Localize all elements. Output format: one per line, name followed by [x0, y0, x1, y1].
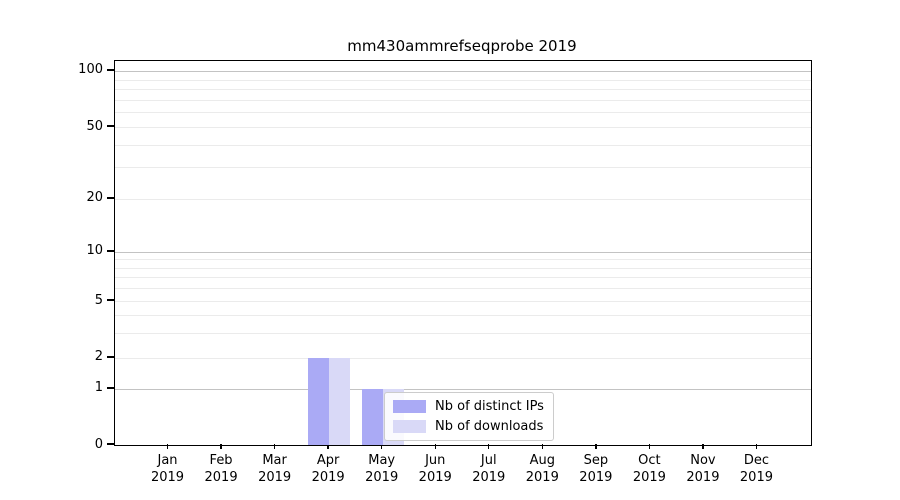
x-tick-mark-jul: [488, 444, 490, 449]
x-tick-label-aug: Aug 2019: [525, 453, 559, 485]
gridline-minor-30: [115, 167, 811, 169]
x-tick-label-dec: Dec 2019: [739, 453, 773, 485]
y-tick-label-10: 10: [86, 243, 103, 259]
gridline-minor-60: [115, 112, 811, 114]
gridline-minor-2: [115, 357, 811, 359]
legend-swatch-distinct-ips-icon: [393, 400, 426, 413]
y-tick-mark-2: [107, 356, 114, 358]
y-tick-mark-20: [107, 197, 114, 199]
y-tick-mark-50: [107, 125, 114, 127]
x-tick-label-jan: Jan 2019: [150, 453, 185, 485]
bar-nb-of-distinct-ips-may: [361, 388, 383, 445]
x-tick-mark-nov: [702, 444, 704, 449]
gridline-minor-6: [115, 288, 811, 290]
legend-swatch-downloads-icon: [393, 420, 426, 433]
gridline-minor-20: [115, 198, 811, 200]
x-tick-mark-oct: [648, 444, 651, 449]
y-tick-mark-10: [107, 250, 114, 252]
x-tick-label-mar: Mar 2019: [258, 453, 292, 485]
x-tick-mark-mar: [273, 444, 276, 449]
gridline-minor-9: [115, 259, 811, 261]
bar-nb-of-downloads-apr: [329, 357, 351, 445]
plot-area: [114, 60, 812, 446]
gridline-minor-7: [115, 277, 811, 279]
x-tick-label-nov: Nov 2019: [686, 453, 720, 485]
y-tick-label-2: 2: [94, 349, 103, 365]
legend: Nb of distinct IPs Nb of downloads: [384, 392, 554, 441]
x-tick-mark-feb: [220, 444, 222, 449]
y-tick-label-50: 50: [86, 118, 103, 134]
gridline-minor-90: [115, 79, 811, 81]
x-tick-label-feb: Feb 2019: [204, 453, 238, 485]
gridline-minor-4: [115, 314, 811, 316]
x-tick-mark-apr: [327, 444, 329, 449]
x-tick-label-may: May 2019: [365, 453, 399, 485]
y-tick-mark-1: [107, 387, 114, 389]
x-tick-label-sep: Sep 2019: [579, 453, 613, 485]
gridline-major-100: [115, 70, 811, 72]
gridline-minor-40: [115, 144, 811, 146]
x-tick-mark-jan: [166, 444, 169, 449]
x-tick-mark-dec: [755, 444, 758, 449]
legend-label-distinct-ips: Nb of distinct IPs: [435, 399, 544, 414]
x-tick-label-jul: Jul 2019: [472, 453, 506, 485]
x-tick-mark-aug: [541, 444, 543, 449]
y-tick-mark-5: [107, 299, 114, 301]
x-tick-mark-sep: [595, 444, 597, 449]
legend-item-downloads: Nb of downloads: [393, 419, 544, 434]
gridline-minor-5: [115, 301, 811, 302]
x-tick-label-oct: Oct 2019: [632, 453, 666, 485]
gridline-minor-80: [115, 89, 811, 91]
x-tick-label-jun: Jun 2019: [418, 453, 452, 485]
y-tick-label-20: 20: [86, 190, 103, 206]
gridline-major-10: [115, 251, 811, 253]
gridline-minor-70: [115, 99, 811, 101]
chart-title: mm430ammrefseqprobe 2019: [347, 37, 577, 55]
gridline-minor-3: [115, 332, 811, 334]
y-tick-label-1: 1: [94, 380, 103, 396]
gridline-major-1: [115, 388, 811, 390]
y-tick-mark-100: [107, 69, 114, 71]
gridline-minor-8: [115, 267, 811, 269]
gridline-minor-50: [115, 127, 811, 129]
bar-nb-of-distinct-ips-apr: [308, 357, 330, 445]
y-tick-label-0: 0: [94, 436, 103, 452]
x-tick-mark-jun: [434, 444, 436, 449]
x-tick-label-apr: Apr 2019: [311, 453, 345, 485]
legend-item-distinct-ips: Nb of distinct IPs: [393, 399, 544, 414]
legend-label-downloads: Nb of downloads: [435, 419, 544, 434]
x-tick-mark-may: [380, 444, 383, 449]
y-tick-mark-0: [107, 443, 114, 445]
y-tick-label-5: 5: [94, 292, 103, 308]
y-tick-label-100: 100: [78, 62, 103, 78]
